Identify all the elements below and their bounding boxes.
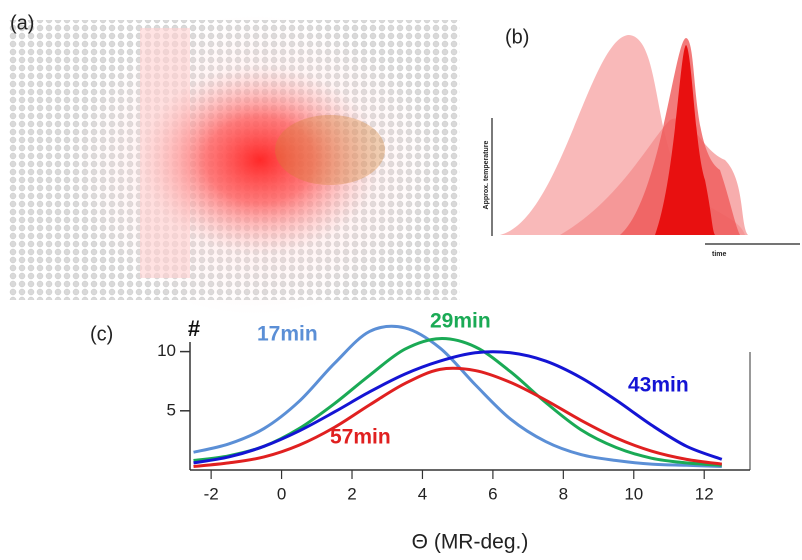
axis-label: Approx. temperature (483, 140, 490, 209)
panel-label: (a) (10, 12, 34, 34)
x-tick-label: 12 (695, 484, 714, 503)
x-tick-label: 8 (559, 484, 568, 503)
x-tick-label: 2 (347, 484, 356, 503)
x-tick-label: 4 (418, 484, 427, 503)
series-label: 29min (430, 310, 491, 333)
x-tick-label: 10 (624, 484, 643, 503)
x-tick-label: 0 (277, 484, 286, 503)
panel-a-image (8, 15, 460, 315)
y-axis-label: # (188, 316, 200, 341)
axis-label: time (712, 251, 727, 258)
series-label: 43min (628, 374, 689, 397)
series-label: 57min (330, 426, 391, 449)
y-tick-label: 10 (157, 341, 176, 360)
x-tick-label: -2 (204, 484, 219, 503)
panel-label: (c) (90, 323, 113, 345)
x-axis-label: Θ (MR-deg.) (412, 531, 529, 554)
series-line (193, 366, 723, 468)
series-label: 17min (257, 323, 318, 346)
series-line (193, 350, 723, 465)
series-line (193, 324, 722, 468)
x-tick-label: 6 (488, 484, 497, 503)
panel-label: (b) (505, 26, 529, 48)
y-tick-label: 5 (167, 400, 176, 419)
panel-b-schematic (491, 35, 800, 245)
